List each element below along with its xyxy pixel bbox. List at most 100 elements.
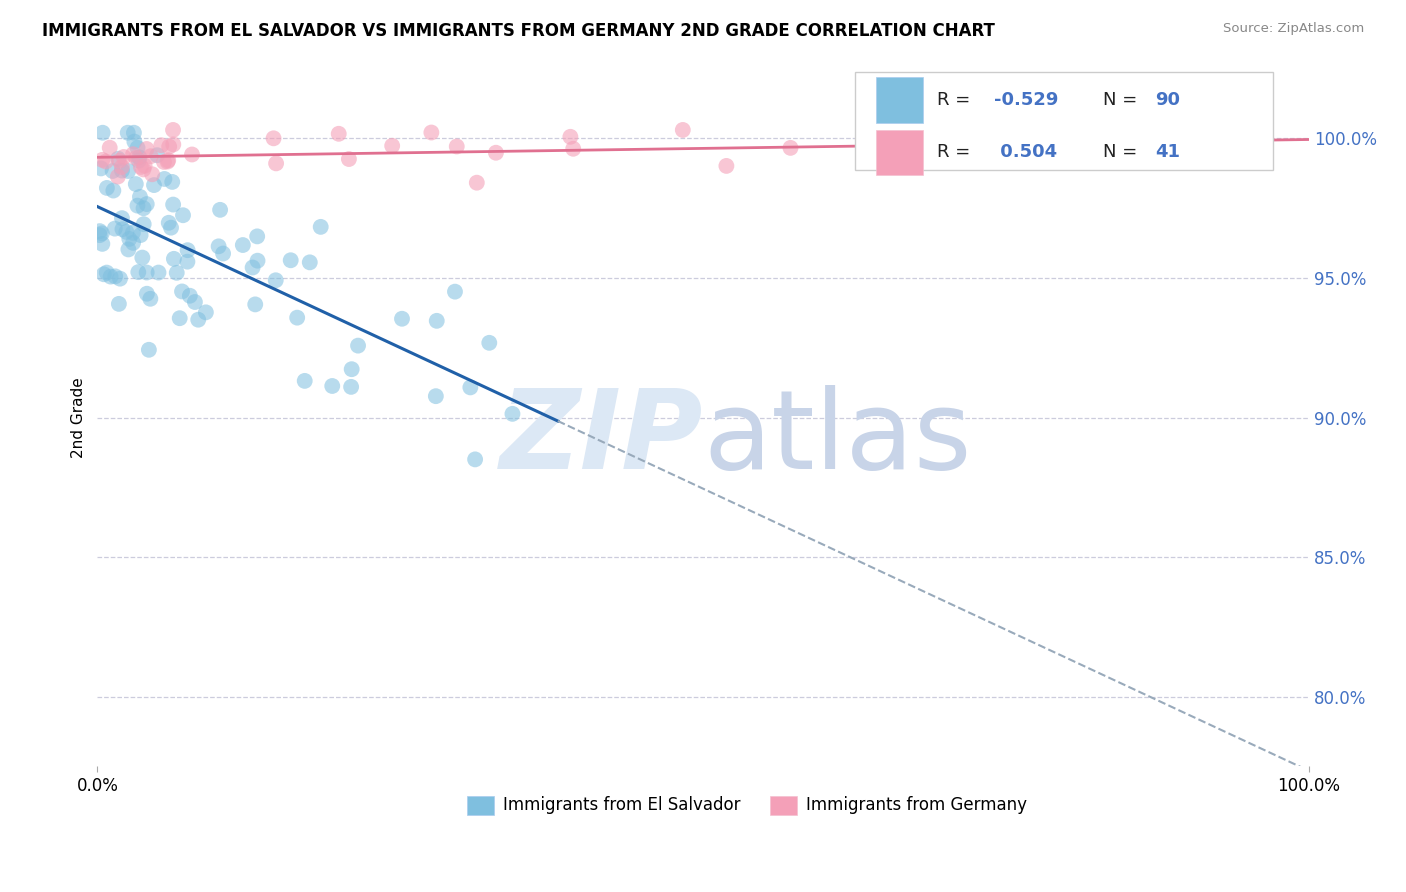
Point: [444, 285, 467, 299]
Point: [337, 152, 360, 166]
Point: [132, 201, 155, 215]
Point: [148, 266, 170, 280]
FancyBboxPatch shape: [876, 129, 922, 175]
Point: [779, 141, 801, 155]
Point: [118, 232, 141, 246]
Point: [280, 253, 302, 268]
Point: [170, 285, 193, 299]
Point: [108, 297, 131, 311]
Point: [179, 289, 201, 303]
FancyBboxPatch shape: [876, 78, 922, 122]
Point: [1152, 141, 1174, 155]
Text: 90: 90: [1156, 91, 1180, 109]
Point: [157, 216, 180, 230]
Point: [321, 379, 343, 393]
Point: [340, 380, 363, 394]
Point: [232, 238, 254, 252]
Point: [194, 305, 217, 319]
Point: [91, 236, 114, 251]
Point: [157, 139, 180, 153]
Point: [160, 220, 183, 235]
Point: [127, 141, 149, 155]
Point: [134, 159, 156, 173]
Point: [89, 228, 111, 243]
Point: [108, 271, 131, 285]
Point: [181, 147, 204, 161]
Point: [246, 253, 269, 268]
Point: [117, 243, 139, 257]
Point: [464, 452, 486, 467]
Point: [560, 129, 582, 144]
Point: [485, 145, 508, 160]
Point: [207, 239, 229, 253]
Point: [465, 176, 488, 190]
Point: [264, 273, 287, 287]
Point: [340, 362, 363, 376]
Point: [112, 150, 135, 164]
Point: [132, 217, 155, 231]
Point: [122, 126, 145, 140]
Point: [104, 221, 127, 235]
Point: [124, 135, 146, 149]
Point: [169, 311, 191, 326]
Point: [111, 211, 134, 226]
Text: Source: ZipAtlas.com: Source: ZipAtlas.com: [1223, 22, 1364, 36]
Point: [91, 126, 114, 140]
Point: [89, 224, 111, 238]
Point: [132, 162, 155, 177]
Point: [129, 160, 152, 174]
Point: [107, 152, 129, 166]
Point: [153, 172, 176, 186]
Point: [122, 147, 145, 161]
Point: [264, 156, 287, 170]
Point: [117, 164, 139, 178]
Point: [138, 343, 160, 357]
Point: [184, 295, 207, 310]
Point: [96, 181, 118, 195]
FancyBboxPatch shape: [855, 72, 1272, 169]
Point: [172, 208, 194, 222]
Point: [460, 380, 482, 394]
Point: [128, 153, 150, 168]
Text: 41: 41: [1156, 144, 1180, 161]
Point: [501, 407, 523, 421]
Point: [716, 159, 738, 173]
Point: [347, 338, 370, 352]
Point: [104, 269, 127, 284]
Point: [121, 226, 143, 240]
Y-axis label: 2nd Grade: 2nd Grade: [72, 377, 86, 458]
Point: [187, 312, 209, 326]
Point: [127, 265, 149, 279]
Point: [672, 123, 695, 137]
Point: [156, 154, 179, 169]
Point: [96, 266, 118, 280]
Point: [135, 142, 157, 156]
Point: [135, 266, 157, 280]
Point: [245, 297, 267, 311]
Point: [309, 219, 332, 234]
Point: [391, 311, 413, 326]
Point: [1042, 135, 1064, 149]
Point: [139, 292, 162, 306]
Point: [162, 175, 184, 189]
Text: Immigrants from El Salvador: Immigrants from El Salvador: [503, 796, 741, 814]
Point: [135, 286, 157, 301]
Text: -0.529: -0.529: [994, 91, 1059, 109]
Point: [131, 251, 153, 265]
Point: [107, 169, 129, 184]
Point: [91, 153, 114, 167]
Point: [162, 123, 184, 137]
Point: [162, 137, 184, 152]
Point: [125, 151, 148, 165]
Point: [294, 374, 316, 388]
Point: [93, 267, 115, 281]
Point: [135, 197, 157, 211]
Point: [157, 153, 180, 168]
Point: [111, 160, 134, 174]
Point: [176, 243, 198, 257]
Text: N =: N =: [1104, 91, 1143, 109]
Point: [117, 126, 139, 140]
Point: [150, 138, 173, 153]
Point: [246, 229, 269, 244]
Point: [446, 139, 468, 153]
